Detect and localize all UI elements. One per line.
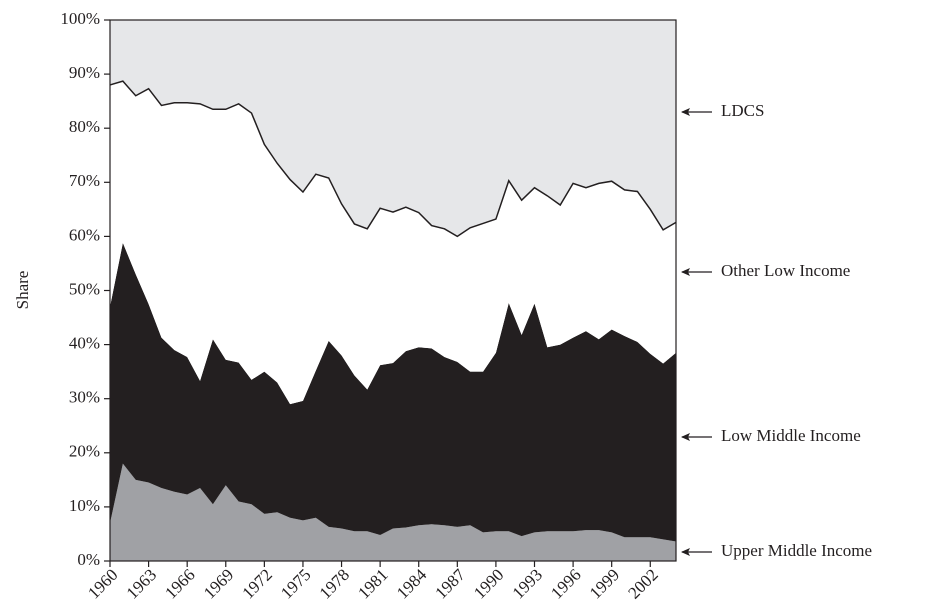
x-tick-label: 2002 [624,565,661,602]
x-tick-label: 1999 [586,565,623,602]
legend-arrowhead [681,433,690,441]
area [110,463,676,561]
y-tick-label: 40% [69,334,100,353]
x-tick-label: 1969 [200,565,237,602]
area [110,81,676,405]
x-tick-label: 1972 [238,565,275,602]
y-tick-label: 0% [77,550,100,569]
x-tick-label: 1966 [161,565,198,602]
x-tick-label: 1981 [354,565,391,602]
legend-label: Other Low Income [721,261,850,280]
x-tick-label: 1987 [431,565,469,603]
y-tick-label: 20% [69,442,100,461]
legend-label: Upper Middle Income [721,541,872,560]
y-tick-label: 80% [69,117,100,136]
boundary-line [109,80,677,238]
y-tick-label: 100% [60,9,100,28]
legend-label: Low Middle Income [721,426,861,445]
y-tick-label: 30% [69,388,100,407]
legend-label: LDCS [721,101,764,120]
y-tick-label: 70% [69,171,100,190]
x-tick-label: 1963 [123,565,160,602]
x-tick-label: 1993 [509,565,546,602]
legend-arrowhead [681,108,690,116]
x-tick-label: 1960 [84,565,121,602]
area [110,20,676,237]
y-tick-label: 60% [69,225,100,244]
y-tick-label: 10% [69,496,100,515]
y-tick-label: 90% [69,63,100,82]
x-tick-label: 1996 [547,565,584,602]
x-tick-label: 1990 [470,565,507,602]
x-tick-label: 1975 [277,565,314,602]
legend-arrowhead [681,268,690,276]
y-tick-label: 50% [69,279,100,298]
area [110,242,676,542]
y-axis-label: Share [13,271,32,310]
x-tick-label: 1978 [316,565,353,602]
x-tick-label: 1984 [393,565,431,603]
legend-arrowhead [681,548,690,556]
